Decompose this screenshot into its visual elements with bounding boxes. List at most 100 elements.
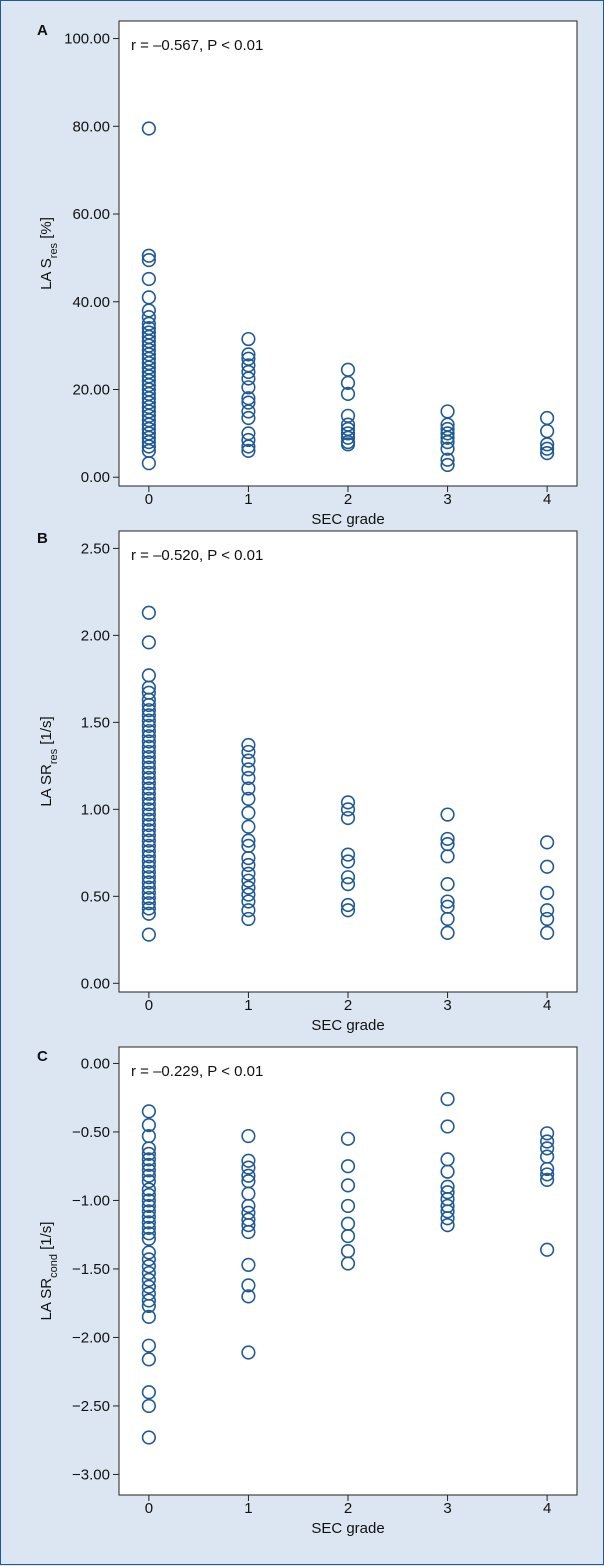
x-tick-label: 0 [145,491,153,508]
x-tick-label: 1 [244,997,252,1014]
data-point [241,857,256,873]
data-point [440,877,455,892]
data-point [141,744,156,760]
x-tick-label: 4 [543,997,551,1014]
data-point [241,894,256,909]
data-point [241,805,256,820]
data-point [241,753,256,768]
plot-area [118,530,578,993]
data-point [340,897,356,913]
y-tick-label: 20.00 [72,381,110,398]
data-point [141,885,156,900]
data-point [540,445,555,461]
data-point [141,1293,156,1308]
data-point [141,864,156,880]
data-point [241,1257,256,1272]
data-point [141,1231,156,1246]
data-point [141,1252,156,1267]
data-point [241,762,256,777]
y-tick-label: 40.00 [72,294,110,311]
data-point [141,1198,156,1214]
data-point [540,441,555,456]
data-point [141,1309,156,1324]
data-point [141,791,156,807]
data-point [241,395,256,410]
data-point [141,252,156,268]
data-point [141,1265,156,1281]
data-point [141,1279,156,1294]
data-point [440,1185,455,1200]
data-point [340,1256,356,1271]
data-point [340,430,356,445]
data-point [241,1345,256,1360]
data-point [241,850,256,866]
data-point [241,347,256,362]
data-point [141,880,156,895]
data-point [440,435,455,450]
data-point [141,1220,156,1235]
data-point [241,737,256,753]
data-point [141,781,156,796]
data-point [141,1259,156,1274]
x-tick-label: 2 [344,997,352,1014]
data-point [141,739,156,754]
y-tick-label: 2.50 [81,540,110,557]
x-tick-label: 0 [145,1500,153,1517]
data-point [141,1117,156,1133]
data-point [141,1226,156,1241]
data-point [141,901,156,916]
data-point [241,432,256,448]
data-point [241,866,256,881]
y-axis-title: LA SRres [1/s] [38,716,60,806]
data-point [241,744,256,760]
data-point [340,810,356,826]
data-point [141,723,156,739]
data-point [540,1167,555,1182]
x-tick-label: 1 [244,491,252,508]
data-point [141,1430,156,1445]
data-point [141,692,156,707]
y-axis-title: LA SRcond [1/s] [38,1222,60,1321]
y-tick-label: −2.50 [72,1398,110,1415]
y-tick-label: −2.00 [72,1329,110,1346]
data-point [241,1289,256,1304]
data-point [540,1141,555,1156]
x-axis-title: SEC grade [311,1017,384,1034]
data-point [340,1198,356,1214]
data-point [241,410,256,426]
data-point [141,1385,156,1400]
data-point [340,1159,356,1174]
data-point [241,439,256,454]
data-point [141,786,156,801]
data-point [141,896,156,911]
data-point [141,703,156,718]
data-point [540,1134,555,1149]
data-point [241,887,256,902]
data-point [141,1193,156,1208]
data-point [340,795,356,810]
data-point [241,880,256,895]
y-tick-label: 0.00 [81,469,110,486]
data-point [141,812,156,827]
data-point [141,1352,156,1367]
y-tick-label: −3.00 [72,1466,110,1483]
data-point [241,911,256,927]
data-point [241,1278,256,1293]
data-point [241,819,256,834]
data-point [540,903,555,918]
plot-area [118,1046,578,1496]
y-tick-label: 1.00 [81,801,110,818]
data-point [540,1161,555,1177]
y-tick-label: −1.50 [72,1261,110,1278]
data-point [440,1218,455,1233]
data-point [141,713,156,728]
data-point [440,925,455,940]
data-point [241,1153,256,1168]
data-point [141,854,156,869]
data-point [241,443,256,459]
data-point [141,843,156,859]
data-point [340,386,356,401]
data-point [141,859,156,874]
plot-area [118,20,578,487]
